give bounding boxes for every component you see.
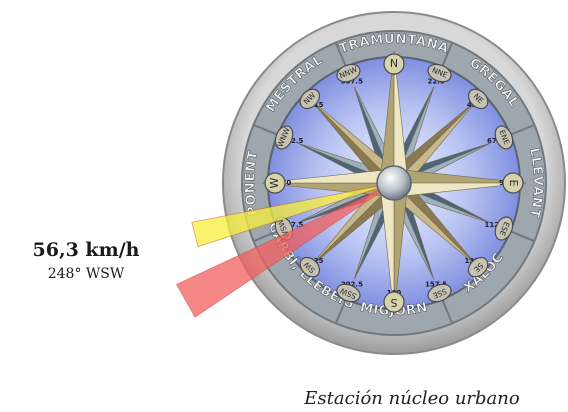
wind-ring-divider: [253, 230, 278, 243]
point-ne: NE: [467, 88, 489, 110]
degree-label: 202.5: [341, 281, 363, 289]
wind-speed-readout: 56,3 km/h: [32, 239, 140, 261]
degree-label: 292.5: [281, 137, 303, 145]
point-se: SE: [467, 256, 489, 278]
point-ene: ENE: [494, 125, 514, 150]
wind-ring-divider: [510, 230, 535, 243]
center-hub: [376, 165, 412, 201]
point-ssw: SSW: [336, 283, 361, 303]
point-nne: NNE: [427, 63, 452, 83]
wind-name-6: PONENT: [243, 149, 262, 217]
degree-label: 247.5: [281, 221, 303, 229]
point-label: W: [268, 177, 281, 188]
point-e: E: [502, 172, 524, 194]
wind-name-2: LLEVANT: [526, 147, 545, 220]
point-ese: ESE: [494, 216, 514, 241]
point-label: S: [390, 296, 397, 309]
degree-label: 45: [467, 101, 477, 109]
wind-ring-divider: [441, 42, 454, 67]
point-sw: SW: [299, 256, 321, 278]
point-wnw: WNW: [274, 125, 294, 150]
point-label: N: [390, 57, 398, 70]
wind-sector-range: [191, 182, 395, 248]
wind-ring-divider: [334, 42, 347, 67]
station-name: Estación núcleo urbano: [304, 388, 520, 409]
point-sse: SSE: [427, 283, 452, 303]
wind-ring-divider: [510, 123, 535, 136]
wind-sector-current: [175, 182, 395, 318]
point-nw: NW: [299, 88, 321, 110]
point-w: W: [264, 172, 286, 194]
point-s: S: [383, 291, 405, 313]
degree-label: 112.5: [485, 221, 507, 229]
degree-label: 315: [309, 101, 324, 109]
wind-ring-divider: [441, 299, 454, 324]
degree-label: 135: [464, 257, 479, 265]
wind-direction-readout: 248° WSW: [47, 266, 125, 282]
degree-label: 67.5: [487, 137, 504, 145]
wind-ring-divider: [334, 299, 347, 324]
wind-ring-divider: [253, 123, 278, 136]
point-n: N: [383, 53, 405, 75]
degree-label: 22.5: [427, 77, 444, 85]
degree-label: 157.5: [425, 281, 447, 289]
point-nnw: NNW: [336, 63, 361, 83]
degree-label: 225: [309, 257, 324, 265]
degree-label: 337.5: [341, 77, 363, 85]
point-label: E: [507, 180, 520, 187]
